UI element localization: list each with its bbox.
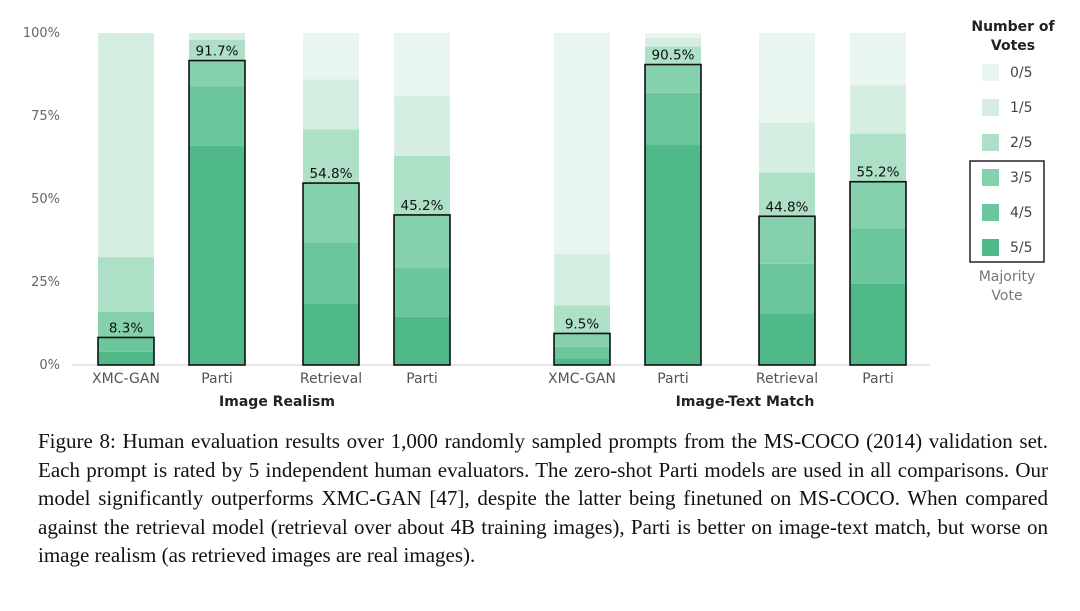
y-tick-label: 100% [23,26,60,41]
bar-segment [394,155,450,215]
bar-segment [759,122,815,173]
bar-segment [850,133,906,182]
x-axis-labels: XMC-GAN Parti Retrieval Parti Image Realism X… [92,371,894,410]
bar-segment [303,33,359,80]
bar-segment [850,283,906,365]
legend-title: Votes [991,38,1035,54]
bar-segment [303,129,359,184]
legend-item: 2/5 [1010,135,1033,151]
bar-segment [394,33,450,97]
bar-segment [759,33,815,123]
bar-segment [189,145,245,365]
bar-segment [98,257,154,312]
bar-segment [645,144,701,365]
data-label: 91.7% [196,44,239,60]
data-label: 44.8% [766,199,809,215]
legend: Number of Votes 0/5 1/5 2/5 3/5 4/5 5/5 Majority… [969,19,1056,304]
majority-note: Vote [991,288,1022,304]
majority-outline [302,182,360,366]
majority-box [969,160,1045,263]
bar-segment [98,351,154,365]
bar-segment [554,333,610,347]
bar-segment [98,33,154,258]
y-tick-label: 75% [31,109,60,124]
group-label: Image Realism [219,394,335,410]
stacked-bar-chart: 0% 25% 50% 75% 100% 8.3% 91.7% 54.8% 45.2% 9.5% 9… [23,19,1056,410]
bar-segment [394,316,450,365]
bar-segment [394,96,450,156]
data-label: 90.5% [652,48,695,64]
data-label: 8.3% [109,320,143,336]
bar-segment [189,39,245,61]
bar-segment [303,303,359,365]
category-label: Retrieval [300,371,362,387]
bar-segment [303,242,359,304]
bar-segment [394,268,450,317]
category-label: Parti [201,371,233,387]
bar-segment [554,346,610,359]
bar-segment [850,181,906,229]
y-tick-label: 50% [31,192,60,207]
category-label: Parti [657,371,689,387]
bars: 8.3% 91.7% 54.8% 45.2% 9.5% 90.5% 44.8% 55.2% [97,33,907,366]
majority-outline [97,336,155,366]
legend-item: 3/5 [1010,170,1033,186]
group-label: Image-Text Match [676,394,815,410]
majority-outline [553,332,611,366]
bar-segment [98,337,154,352]
legend-item: 1/5 [1010,100,1033,116]
y-tick-label: 25% [31,275,60,290]
legend-swatch [982,99,999,116]
legend-title: Number of [971,19,1055,35]
bar-segment [303,183,359,243]
bar-segment [189,33,245,40]
legend-swatch [982,169,999,186]
data-label: 54.8% [310,166,353,182]
data-label: 45.2% [401,198,444,214]
bar-segment [645,64,701,93]
bar-segment [554,33,610,254]
majority-outline [188,59,246,366]
bar-segment [554,253,610,306]
legend-swatch [982,64,999,81]
bar-segment [759,263,815,314]
bar-segment [554,305,610,334]
bar-segment [554,358,610,365]
category-label: Parti [406,371,438,387]
bar-segment [189,60,245,87]
bar-segment [645,46,701,65]
legend-swatch [982,204,999,221]
majority-note: Majority [979,269,1036,285]
bar-segment [98,311,154,338]
bar-segment [303,79,359,130]
legend-swatch [982,134,999,151]
bar-segment [850,33,906,86]
y-tick-label: 0% [39,358,60,373]
majority-outline [644,63,702,366]
category-label: Retrieval [756,371,818,387]
bar-segment [850,228,906,284]
majority-outline [393,214,451,366]
data-label: 9.5% [565,316,599,332]
legend-item: 5/5 [1010,240,1033,256]
bar-segment [645,33,701,38]
bar-segment [759,216,815,264]
bar-segment [759,313,815,365]
bar-segment [189,86,245,146]
bar-segment [850,85,906,134]
category-label: Parti [862,371,894,387]
category-label: XMC-GAN [92,371,160,387]
data-label: 55.2% [857,165,900,181]
bar-segment [394,214,450,269]
majority-outline [758,215,816,366]
majority-outline [849,180,907,366]
legend-item: 0/5 [1010,65,1033,81]
bar-segment [645,37,701,47]
figure-caption: Figure 8: Human evaluation results over … [38,429,1048,567]
bar-segment [759,172,815,217]
legend-swatch [982,239,999,256]
legend-item: 4/5 [1010,205,1033,221]
category-label: XMC-GAN [548,371,616,387]
bar-segment [645,92,701,145]
